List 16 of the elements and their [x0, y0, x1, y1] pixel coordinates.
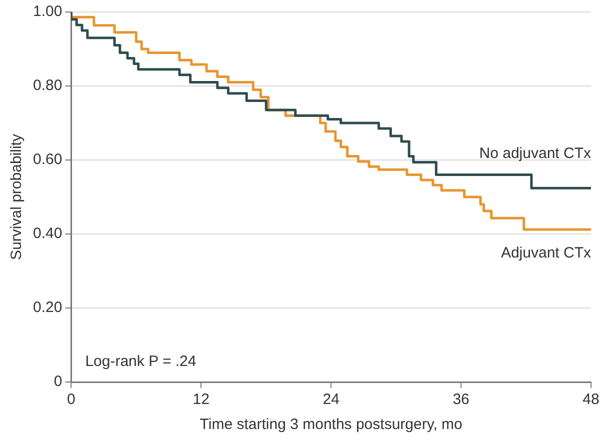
y-tick-label: 0.20 [32, 299, 62, 316]
series-label: Adjuvant CTx [500, 244, 592, 262]
x-tick-label: 24 [322, 391, 340, 408]
x-tick-label: 36 [452, 391, 470, 408]
annotation: Log-rank P = .24 [85, 353, 196, 370]
x-axis-title: Time starting 3 months postsurgery, mo [200, 416, 462, 434]
y-tick-label: 1.00 [32, 3, 62, 20]
y-tick-label: 0.80 [32, 77, 62, 94]
y-axis-title: Survival probability [8, 134, 26, 260]
y-tick-label: 0 [54, 373, 62, 390]
series-label: No adjuvant CTx [479, 145, 592, 162]
y-tick-label: 0.60 [32, 151, 62, 168]
x-tick-label: 12 [192, 391, 210, 408]
x-tick-label: 48 [582, 391, 600, 408]
y-tick-label: 0.40 [32, 225, 62, 242]
x-tick-label: 0 [67, 391, 76, 408]
